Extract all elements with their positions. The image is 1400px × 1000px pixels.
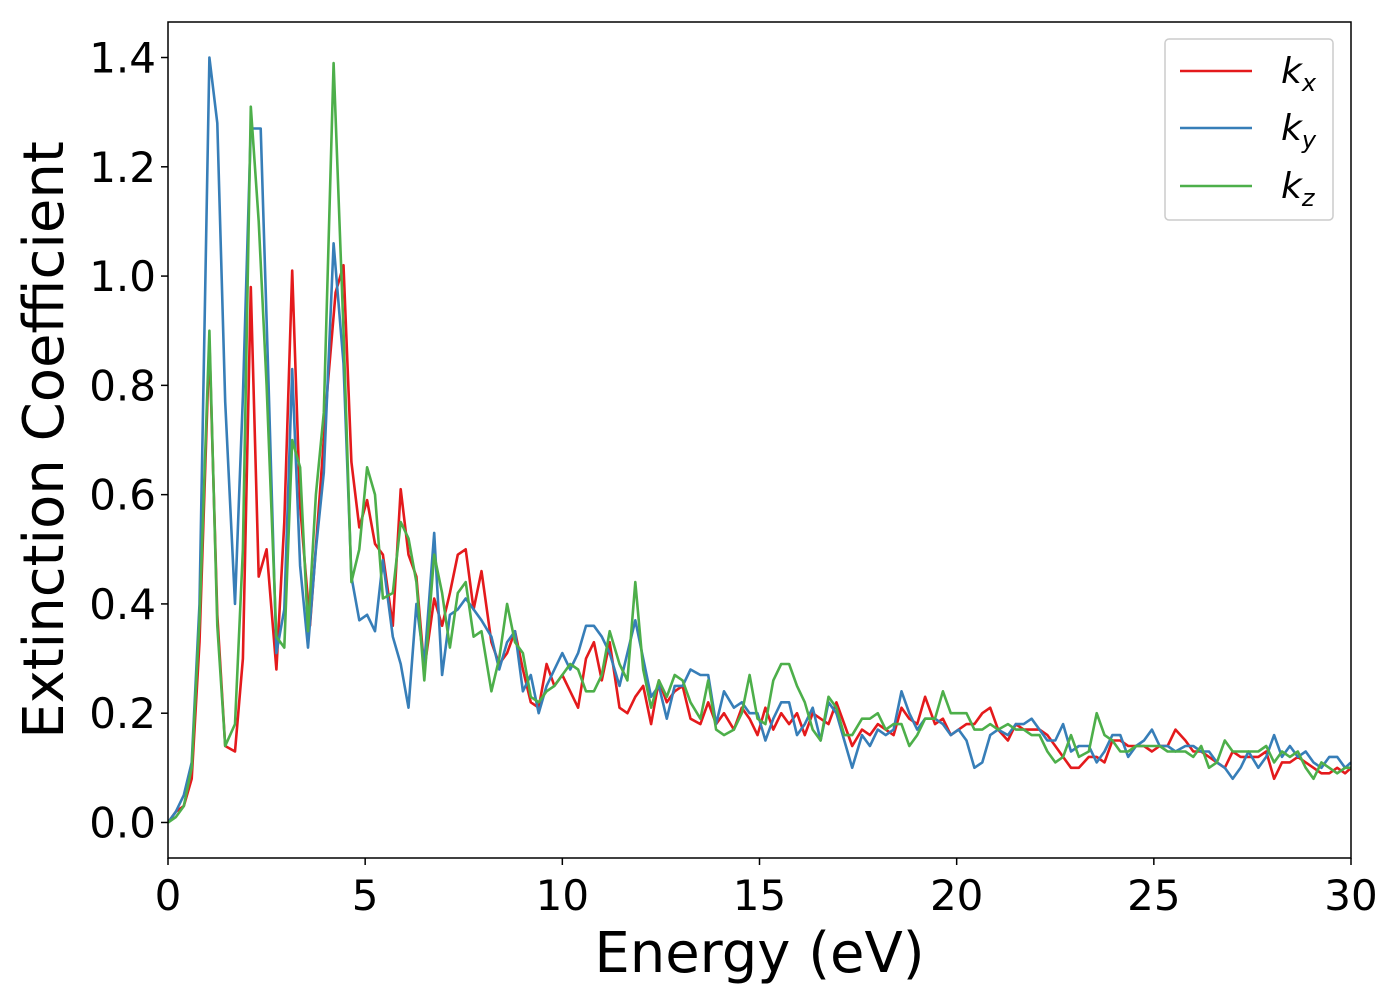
y-tick-label: 0.2 <box>89 689 156 738</box>
y-axis-ticks: 0.0 0.2 0.4 0.6 0.8 1.0 1.2 1.4 <box>89 34 168 847</box>
x-tick-label: 30 <box>1324 871 1377 920</box>
legend-box <box>1164 38 1334 221</box>
legend: kx ky kz <box>1164 38 1334 221</box>
x-tick-label: 10 <box>536 871 589 920</box>
legend-label-k-y: ky <box>1281 108 1317 154</box>
x-axis-ticks: 0 5 10 15 20 25 30 <box>155 858 1378 920</box>
legend-label-k-z: kz <box>1281 166 1316 212</box>
x-tick-label: 25 <box>1127 871 1180 920</box>
series-line-k-z <box>168 61 1351 824</box>
y-tick-label: 0.4 <box>89 580 156 629</box>
x-tick-label: 20 <box>930 871 983 920</box>
legend-label-k-x: kx <box>1281 51 1317 97</box>
series-layer <box>168 56 1351 824</box>
x-tick-label: 15 <box>733 871 786 920</box>
y-tick-label: 1.0 <box>89 252 156 301</box>
x-tick-label: 5 <box>352 871 379 920</box>
y-tick-label: 0.8 <box>89 361 156 410</box>
y-tick-label: 0.0 <box>89 798 156 847</box>
x-axis-label: Energy (eV) <box>594 921 924 986</box>
y-tick-label: 1.2 <box>89 143 156 192</box>
y-tick-label: 0.6 <box>89 471 156 520</box>
y-tick-label: 1.4 <box>89 34 156 83</box>
y-axis-label: Extinction Coefficient <box>12 141 77 739</box>
x-tick-label: 0 <box>155 871 182 920</box>
series-line-k-x <box>168 263 1351 824</box>
series-line-k-y <box>168 56 1351 824</box>
